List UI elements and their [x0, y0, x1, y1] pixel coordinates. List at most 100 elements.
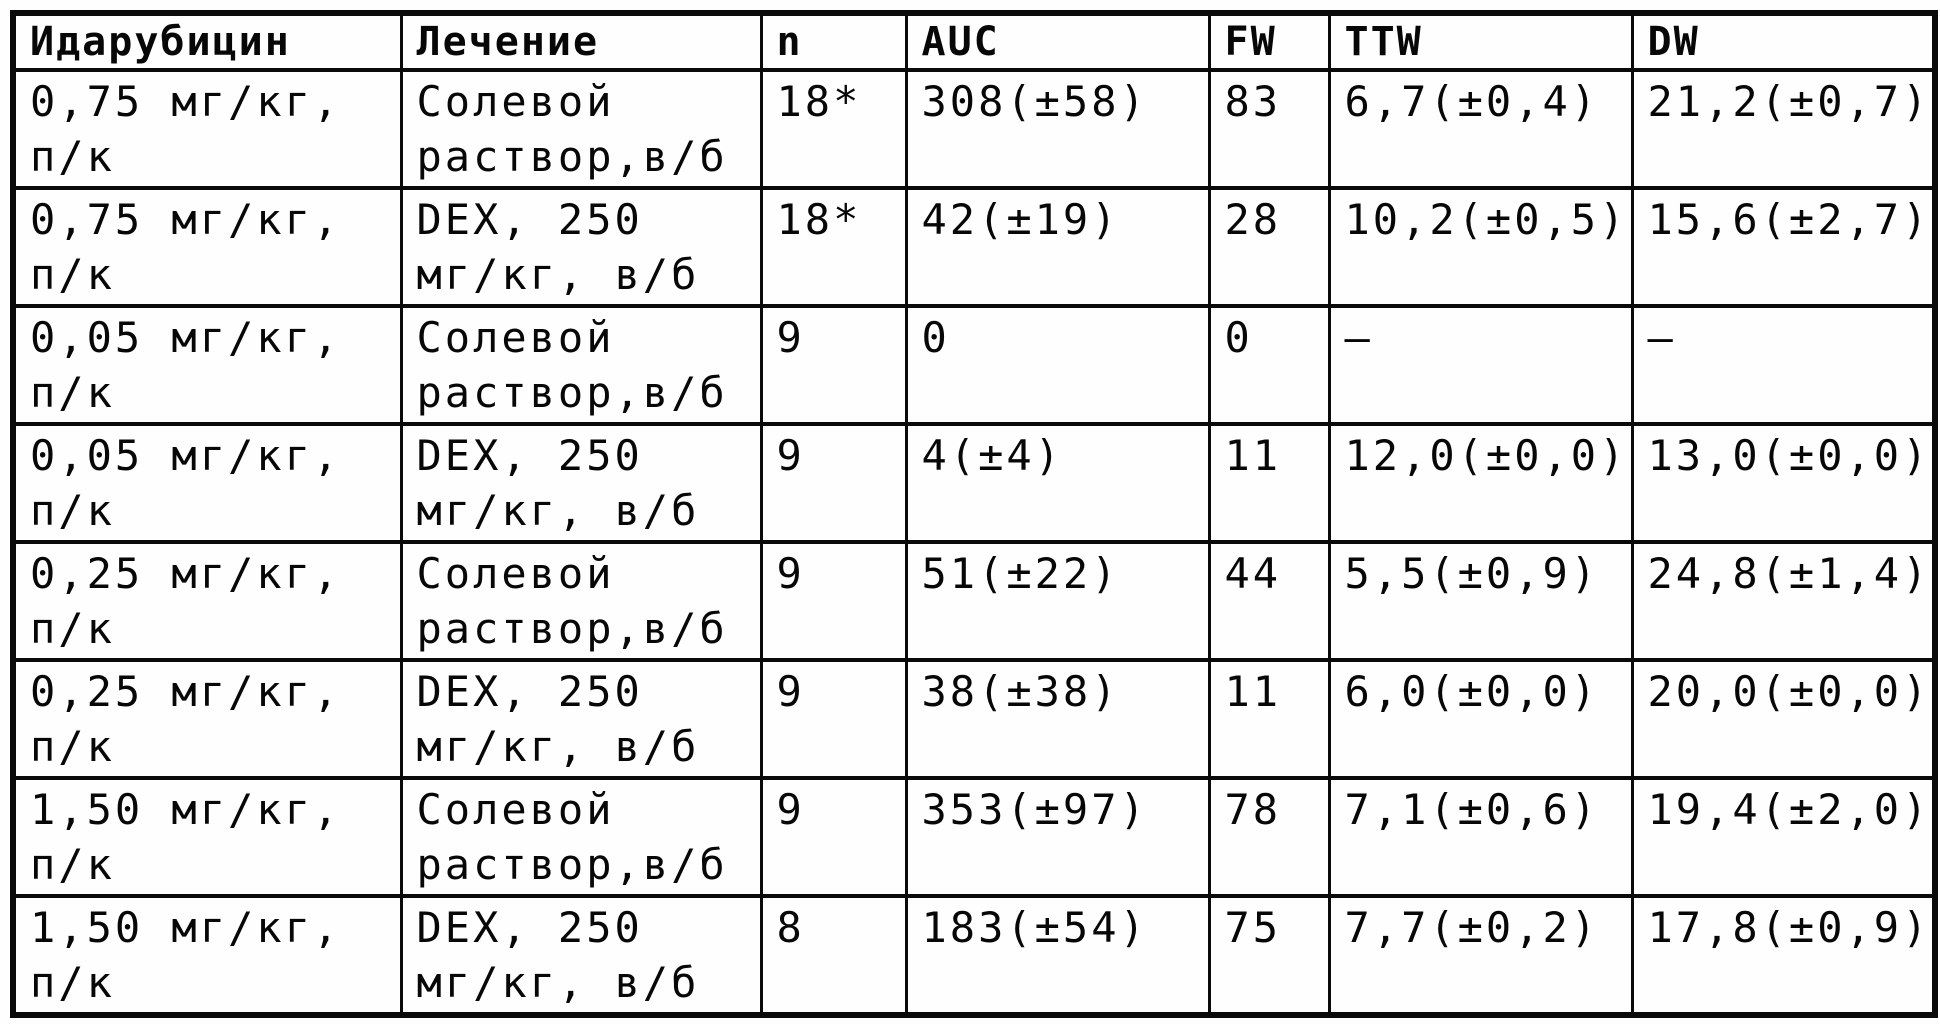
cell-line: 21,2(±0,7)	[1647, 77, 1931, 126]
cell-line: 0,75 мг/кг,	[30, 77, 342, 126]
table-cell: 1,50 мг/кг, п/к	[11, 894, 403, 1017]
cell-line: 51(±22)	[921, 549, 1120, 598]
table-cell: 10,2(±0,5)	[1327, 186, 1634, 308]
table-cell: 0,75 мг/кг, п/к	[11, 68, 403, 190]
cell-line: п/к	[30, 604, 115, 653]
table-cell: 19,4(±2,0)	[1630, 776, 1937, 898]
table-cell: 11	[1207, 422, 1331, 544]
table-cell: 18*	[759, 186, 908, 308]
cell-line: 18*	[776, 77, 862, 126]
cell-line: 8	[776, 903, 805, 952]
table-cell: 5,5(±0,9)	[1327, 540, 1634, 662]
table-cell: 0,25 мг/кг, п/к	[11, 658, 403, 780]
header-cell-idarubicin: Идарубицин	[11, 11, 403, 72]
cell-line: 17,8(±0,9)	[1647, 903, 1931, 952]
table-cell: 0,05 мг/кг, п/к	[11, 422, 403, 544]
cell-line: 11	[1224, 431, 1282, 480]
table-cell: 17,8(±0,9)	[1630, 894, 1937, 1017]
cell-line: 7,7(±0,2)	[1344, 903, 1600, 952]
cell-line: 44	[1224, 549, 1282, 598]
cell-line: Солевой	[416, 77, 615, 126]
cell-line: раствор,в/б	[416, 368, 728, 417]
cell-line: 7,1(±0,6)	[1344, 785, 1600, 834]
table-cell: Солевой раствор,в/б	[399, 304, 763, 426]
cell-line: 1,50 мг/кг,	[30, 903, 342, 952]
cell-line: DEX, 250	[416, 431, 643, 480]
table-cell: 13,0(±0,0)	[1630, 422, 1937, 544]
table-cell: DEX, 250 мг/кг, в/б	[399, 186, 763, 308]
cell-line: 0,25 мг/кг,	[30, 667, 342, 716]
cell-line: DEX, 250	[416, 667, 643, 716]
cell-line: 0,05 мг/кг,	[30, 313, 342, 362]
table-cell: –	[1630, 304, 1937, 426]
table-cell: 11	[1207, 658, 1331, 780]
table-cell: DEX, 250 мг/кг, в/б	[399, 658, 763, 780]
table-row: 0,05 мг/кг, п/к Солевой раствор,в/б 9 0 0 – –	[11, 304, 1937, 426]
table-cell: 1,50 мг/кг, п/к	[11, 776, 403, 898]
table-cell: DEX, 250 мг/кг, в/б	[399, 422, 763, 544]
cell-line: 9	[776, 549, 805, 598]
table-cell: 78	[1207, 776, 1331, 898]
header-cell-dw: DW	[1630, 11, 1937, 72]
table-cell: 9	[759, 422, 908, 544]
cell-line: 78	[1224, 785, 1282, 834]
cell-line: 9	[776, 667, 805, 716]
cell-line: п/к	[30, 958, 115, 1007]
cell-line: 0,75 мг/кг,	[30, 195, 342, 244]
cell-line: мг/кг, в/б	[416, 250, 700, 299]
cell-line: 83	[1224, 77, 1282, 126]
table-cell: 20,0(±0,0)	[1630, 658, 1937, 780]
cell-line: п/к	[30, 250, 115, 299]
cell-line: 28	[1224, 195, 1282, 244]
cell-line: 10,2(±0,5)	[1344, 195, 1628, 244]
table-body: 0,75 мг/кг, п/к Солевой раствор,в/б 18* 308(±…	[11, 68, 1937, 1017]
table-cell: 7,7(±0,2)	[1327, 894, 1634, 1017]
header-cell-n: n	[759, 11, 908, 72]
cell-line: 0	[921, 313, 950, 362]
cell-line: мг/кг, в/б	[416, 722, 700, 771]
table-row: 0,75 мг/кг, п/к DEX, 250 мг/кг, в/б 18* 42(±1…	[11, 186, 1937, 308]
table-cell: 51(±22)	[904, 540, 1211, 662]
table-cell: 38(±38)	[904, 658, 1211, 780]
cell-line: раствор,в/б	[416, 604, 728, 653]
cell-line: 11	[1224, 667, 1282, 716]
cell-line: раствор,в/б	[416, 840, 728, 889]
table-cell: 6,7(±0,4)	[1327, 68, 1634, 190]
table-cell: 75	[1207, 894, 1331, 1017]
cell-line: 42(±19)	[921, 195, 1120, 244]
data-table: Идарубицин Лечение n AUC FW TTW DW 0,75 …	[10, 10, 1938, 1018]
cell-line: DEX, 250	[416, 195, 643, 244]
table-cell: 15,6(±2,7)	[1630, 186, 1937, 308]
cell-line: 0,05 мг/кг,	[30, 431, 342, 480]
cell-line: Солевой	[416, 549, 615, 598]
table-cell: 308(±58)	[904, 68, 1211, 190]
cell-line: п/к	[30, 840, 115, 889]
cell-line: 1,50 мг/кг,	[30, 785, 342, 834]
table-cell: 8	[759, 894, 908, 1017]
table-cell: 83	[1207, 68, 1331, 190]
cell-line: –	[1647, 313, 1676, 362]
cell-line: 20,0(±0,0)	[1647, 667, 1931, 716]
cell-line: 19,4(±2,0)	[1647, 785, 1931, 834]
cell-line: 6,0(±0,0)	[1344, 667, 1600, 716]
cell-line: мг/кг, в/б	[416, 486, 700, 535]
table-row: 0,25 мг/кг, п/к Солевой раствор,в/б 9 51(±22)…	[11, 540, 1937, 662]
table-cell: 24,8(±1,4)	[1630, 540, 1937, 662]
cell-line: 4(±4)	[921, 431, 1063, 480]
table-cell: –	[1327, 304, 1634, 426]
cell-line: 15,6(±2,7)	[1647, 195, 1931, 244]
cell-line: Солевой	[416, 785, 615, 834]
table-cell: 0	[1207, 304, 1331, 426]
table-row: 0,05 мг/кг, п/к DEX, 250 мг/кг, в/б 9 4(±4) 11…	[11, 422, 1937, 544]
table-cell: 12,0(±0,0)	[1327, 422, 1634, 544]
cell-line: 24,8(±1,4)	[1647, 549, 1931, 598]
table-cell: 9	[759, 304, 908, 426]
table-row: 0,25 мг/кг, п/к DEX, 250 мг/кг, в/б 9 38(±38)…	[11, 658, 1937, 780]
cell-line: 18*	[776, 195, 862, 244]
header-cell-auc: AUC	[904, 11, 1211, 72]
table-cell: 18*	[759, 68, 908, 190]
header-row: Идарубицин Лечение n AUC FW TTW DW	[11, 11, 1937, 72]
table-cell: 0,05 мг/кг, п/к	[11, 304, 403, 426]
table-row: 0,75 мг/кг, п/к Солевой раствор,в/б 18* 308(±…	[11, 68, 1937, 190]
table-cell: 4(±4)	[904, 422, 1211, 544]
